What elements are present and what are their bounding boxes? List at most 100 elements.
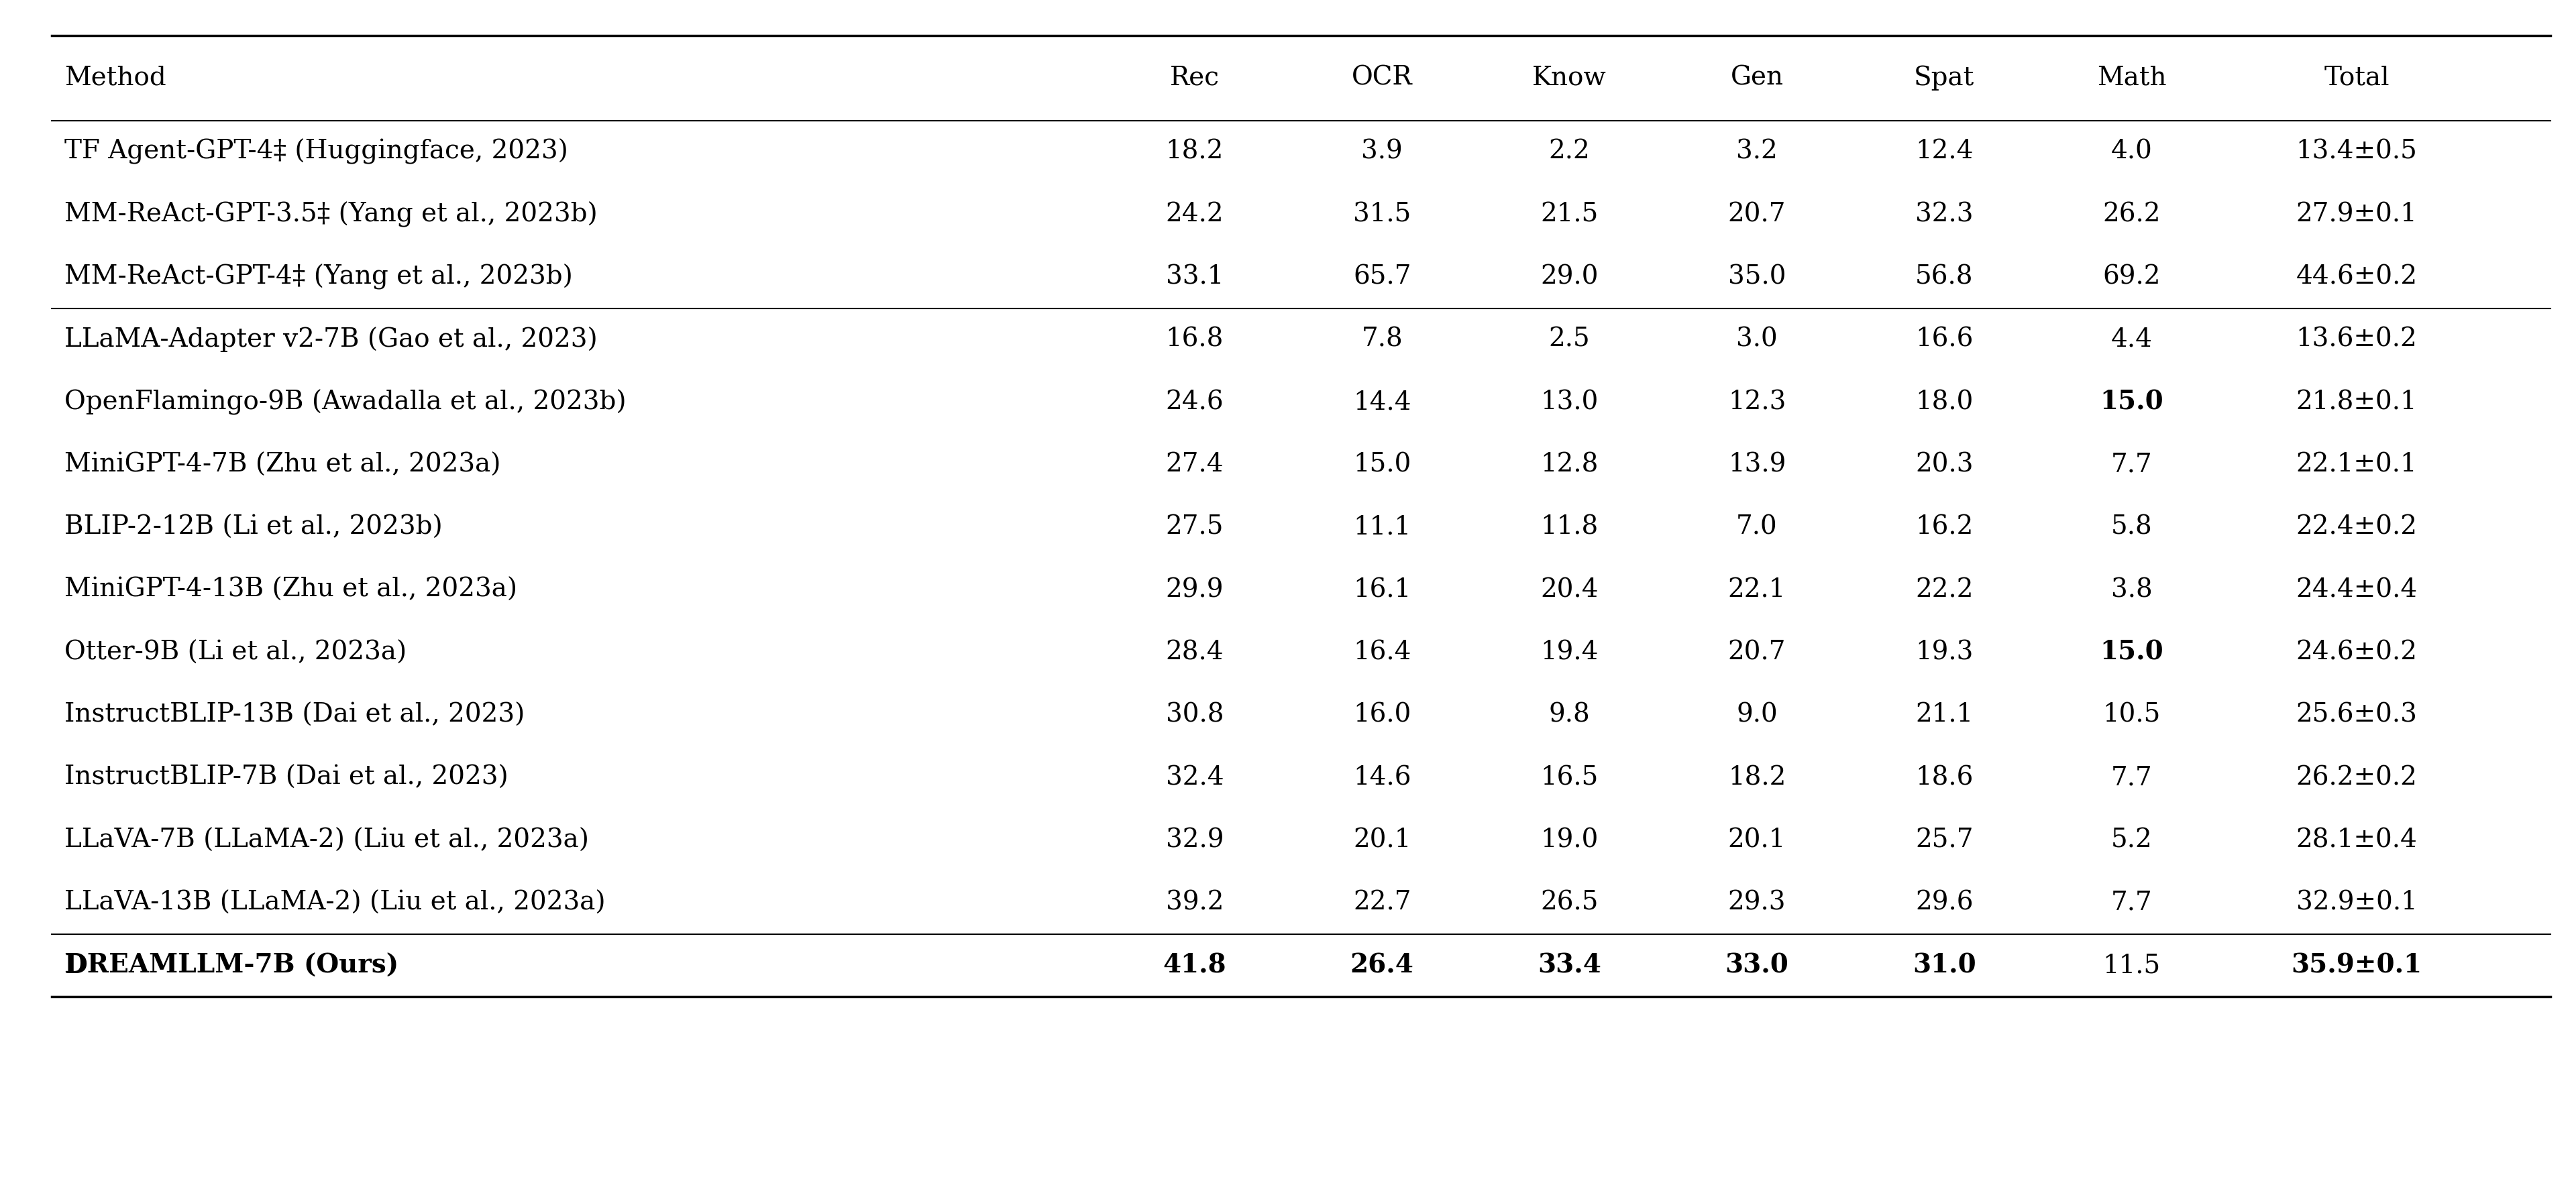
Text: 12.4: 12.4 (1917, 139, 1973, 164)
Text: 35.9±0.1: 35.9±0.1 (2290, 953, 2421, 978)
Text: 18.0: 18.0 (1917, 390, 1973, 415)
Text: D: D (64, 953, 88, 978)
Text: 16.8: 16.8 (1167, 327, 1224, 352)
Text: DREAMLLM-7B (Ours): DREAMLLM-7B (Ours) (64, 953, 399, 978)
Text: 26.5: 26.5 (1540, 890, 1600, 915)
Text: 15.0: 15.0 (2099, 390, 2164, 415)
Text: 15.0: 15.0 (2099, 640, 2164, 665)
Text: 2.2: 2.2 (1548, 139, 1589, 164)
Text: 19.4: 19.4 (1540, 640, 1600, 665)
Text: 27.5: 27.5 (1167, 515, 1224, 540)
Text: 4.0: 4.0 (2110, 139, 2154, 164)
Text: 25.7: 25.7 (1917, 828, 1973, 853)
Text: 7.0: 7.0 (1736, 515, 1777, 540)
Text: 20.1: 20.1 (1352, 828, 1412, 853)
Text: 11.5: 11.5 (2102, 953, 2161, 978)
Text: 27.4: 27.4 (1164, 452, 1224, 477)
Text: 7.8: 7.8 (1360, 327, 1404, 352)
Text: 14.4: 14.4 (1352, 390, 1412, 415)
Text: 56.8: 56.8 (1917, 265, 1973, 289)
Text: 22.7: 22.7 (1352, 890, 1412, 915)
Text: MM-ReAct-GPT-3.5‡ (Yang et al., 2023b): MM-ReAct-GPT-3.5‡ (Yang et al., 2023b) (64, 202, 598, 227)
Text: InstructBLIP-13B (Dai et al., 2023): InstructBLIP-13B (Dai et al., 2023) (64, 703, 526, 727)
Text: Spat: Spat (1914, 65, 1976, 91)
Text: 32.4: 32.4 (1164, 765, 1224, 790)
Text: 27.9±0.1: 27.9±0.1 (2295, 202, 2416, 227)
Text: 18.2: 18.2 (1167, 139, 1224, 164)
Text: 44.6±0.2: 44.6±0.2 (2295, 265, 2416, 289)
Text: OCR: OCR (1352, 65, 1412, 91)
Text: 16.5: 16.5 (1540, 765, 1600, 790)
Text: 32.9±0.1: 32.9±0.1 (2295, 890, 2416, 915)
Text: 29.6: 29.6 (1917, 890, 1973, 915)
Text: 7.7: 7.7 (2110, 452, 2154, 477)
Text: 13.0: 13.0 (1540, 390, 1600, 415)
Text: 26.2: 26.2 (2102, 202, 2161, 227)
Text: 16.6: 16.6 (1917, 327, 1973, 352)
Text: 9.8: 9.8 (1548, 703, 1589, 727)
Text: 31.5: 31.5 (1352, 202, 1412, 227)
Text: 69.2: 69.2 (2102, 265, 2161, 289)
Text: 29.9: 29.9 (1167, 578, 1224, 602)
Text: 22.4±0.2: 22.4±0.2 (2295, 515, 2416, 540)
Text: 21.8±0.1: 21.8±0.1 (2295, 390, 2416, 415)
Text: 28.1±0.4: 28.1±0.4 (2295, 828, 2416, 853)
Text: 26.4: 26.4 (1350, 953, 1414, 978)
Text: Know: Know (1533, 65, 1607, 91)
Text: 9.0: 9.0 (1736, 703, 1777, 727)
Text: 3.8: 3.8 (2110, 578, 2154, 602)
Text: 3.9: 3.9 (1360, 139, 1404, 164)
Text: Total: Total (2324, 65, 2391, 91)
Text: 20.7: 20.7 (1728, 640, 1785, 665)
Text: 16.0: 16.0 (1352, 703, 1412, 727)
Text: 32.9: 32.9 (1167, 828, 1224, 853)
Text: Otter-9B (Li et al., 2023a): Otter-9B (Li et al., 2023a) (64, 640, 407, 665)
Text: 10.5: 10.5 (2102, 703, 2161, 727)
Text: LLaVA-7B (LLaMA-2) (Liu et al., 2023a): LLaVA-7B (LLaMA-2) (Liu et al., 2023a) (64, 828, 590, 853)
Text: 32.3: 32.3 (1917, 202, 1973, 227)
Text: 22.1±0.1: 22.1±0.1 (2295, 452, 2416, 477)
Text: 26.2±0.2: 26.2±0.2 (2295, 765, 2416, 790)
Text: 29.0: 29.0 (1540, 265, 1600, 289)
Text: 7.7: 7.7 (2110, 890, 2154, 915)
Text: 24.6: 24.6 (1164, 390, 1224, 415)
Text: 12.8: 12.8 (1540, 452, 1600, 477)
Text: MM-ReAct-GPT-4‡ (Yang et al., 2023b): MM-ReAct-GPT-4‡ (Yang et al., 2023b) (64, 265, 572, 289)
Text: 15.0: 15.0 (1352, 452, 1412, 477)
Text: 18.2: 18.2 (1728, 765, 1785, 790)
Text: 41.8: 41.8 (1162, 953, 1226, 978)
Text: 5.2: 5.2 (2110, 828, 2154, 853)
Text: LLaMA-Adapter v2-7B (Gao et al., 2023): LLaMA-Adapter v2-7B (Gao et al., 2023) (64, 327, 598, 352)
Text: 13.6±0.2: 13.6±0.2 (2295, 327, 2416, 352)
Text: 20.7: 20.7 (1728, 202, 1785, 227)
Text: BLIP-2-12B (Li et al., 2023b): BLIP-2-12B (Li et al., 2023b) (64, 515, 443, 540)
Text: 11.1: 11.1 (1352, 515, 1412, 540)
Text: 24.2: 24.2 (1164, 202, 1224, 227)
Text: 7.7: 7.7 (2110, 765, 2154, 790)
Text: 20.4: 20.4 (1540, 578, 1600, 602)
Text: 16.2: 16.2 (1917, 515, 1973, 540)
Text: 19.0: 19.0 (1540, 828, 1600, 853)
Text: 39.2: 39.2 (1167, 890, 1224, 915)
Text: 11.8: 11.8 (1540, 515, 1600, 540)
Text: OpenFlamingo-9B (Awadalla et al., 2023b): OpenFlamingo-9B (Awadalla et al., 2023b) (64, 390, 626, 415)
Text: 21.5: 21.5 (1540, 202, 1600, 227)
Text: 18.6: 18.6 (1917, 765, 1973, 790)
Text: 28.4: 28.4 (1164, 640, 1224, 665)
Text: 31.0: 31.0 (1911, 953, 1976, 978)
Text: 35.0: 35.0 (1728, 265, 1785, 289)
Text: 3.0: 3.0 (1736, 327, 1777, 352)
Text: 16.4: 16.4 (1352, 640, 1412, 665)
Text: 13.9: 13.9 (1728, 452, 1785, 477)
Text: Gen: Gen (1731, 65, 1783, 91)
Text: 33.0: 33.0 (1726, 953, 1788, 978)
Text: 33.1: 33.1 (1167, 265, 1224, 289)
Text: 25.6±0.3: 25.6±0.3 (2295, 703, 2416, 727)
Text: InstructBLIP-7B (Dai et al., 2023): InstructBLIP-7B (Dai et al., 2023) (64, 765, 507, 790)
Text: 20.1: 20.1 (1728, 828, 1785, 853)
Text: 29.3: 29.3 (1728, 890, 1785, 915)
Text: 14.6: 14.6 (1352, 765, 1412, 790)
Text: 16.1: 16.1 (1352, 578, 1412, 602)
Text: 24.4±0.4: 24.4±0.4 (2295, 578, 2416, 602)
Text: 22.2: 22.2 (1917, 578, 1973, 602)
